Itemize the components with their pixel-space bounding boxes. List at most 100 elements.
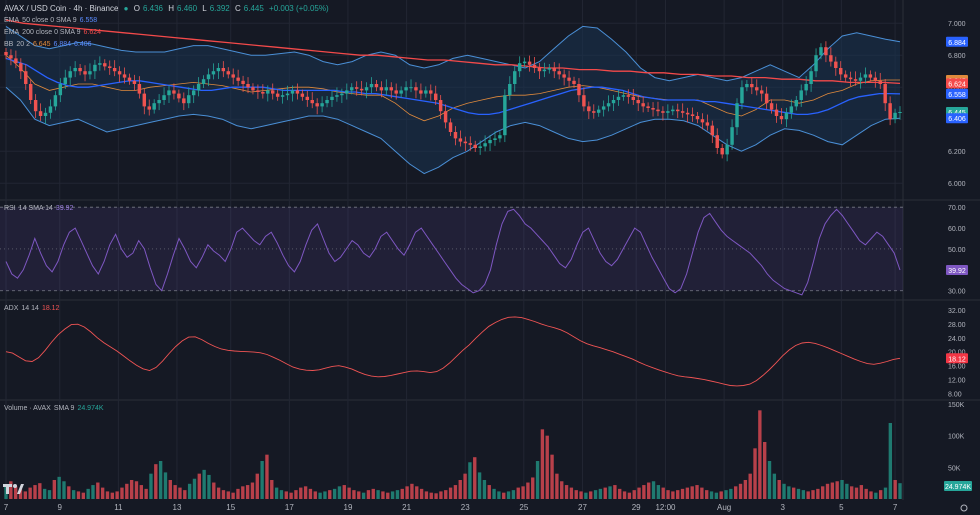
rsi-line <box>5 208 901 296</box>
volume-bar <box>178 487 182 499</box>
volume-bar <box>91 485 95 499</box>
candle-body <box>883 84 887 104</box>
volume-bar <box>415 486 419 499</box>
candle-body <box>676 109 680 112</box>
volume-bar <box>410 483 414 499</box>
candle-body <box>587 106 591 112</box>
ohlc-low: 6.392 <box>209 4 230 13</box>
candle-body <box>750 84 754 88</box>
volume-bar <box>700 487 704 499</box>
ema200-line <box>5 19 901 85</box>
volume-bar <box>680 488 685 499</box>
volume-bar <box>347 487 351 499</box>
volume-bar <box>888 423 893 499</box>
volume-bar <box>100 487 105 499</box>
volume-bar <box>738 483 743 499</box>
candle-body <box>819 47 823 56</box>
volume-bar <box>47 490 52 499</box>
candle-body <box>567 77 571 81</box>
candle-body <box>522 61 527 64</box>
price-tick-label: 6.800 <box>948 53 966 60</box>
candle-body <box>715 135 719 148</box>
ema200-legend[interactable]: EMA 200 close 0 SMA 9 6.624 <box>4 28 104 37</box>
candle-body <box>769 103 774 110</box>
candle-body <box>117 71 122 75</box>
bb-lower-value: 6.406 <box>74 41 92 48</box>
ohlc-open-label: O <box>133 4 140 13</box>
axes: 7 9 11 13 15 17 19 21 23 25 27 29 12:00 Aug 3 5 7 7.000 6.… <box>4 21 972 512</box>
volume-bar <box>656 485 661 499</box>
volume-bar <box>506 491 511 499</box>
symbol-title[interactable]: AVAX / USD Coin · 4h · Binance <box>4 4 119 13</box>
candle-body <box>478 146 482 148</box>
candle-body <box>310 100 314 104</box>
volume-badge-label: 24.974K <box>945 484 971 491</box>
volume-bar <box>149 473 153 499</box>
candle-body <box>493 138 497 140</box>
volume-bar <box>468 462 472 499</box>
candle-body <box>172 90 176 94</box>
volume-bar <box>859 485 864 499</box>
volume-bar <box>685 487 690 499</box>
adx-pane[interactable] <box>5 316 901 387</box>
volume-pane[interactable] <box>4 410 902 499</box>
candle-body <box>745 84 749 88</box>
candle-body <box>43 112 48 116</box>
ema50-legend[interactable]: EMA 50 close 0 SMA 9 6.558 <box>4 16 100 25</box>
candle-body <box>508 84 512 96</box>
settings-gear-icon[interactable] <box>960 504 968 512</box>
volume-bar <box>352 490 356 499</box>
rsi-pane[interactable] <box>0 206 903 296</box>
volume-name: Volume · AVAX <box>4 405 51 412</box>
candle-body <box>873 77 878 81</box>
rsi-legend[interactable]: RSI 14 SMA 14 39.92 <box>4 204 76 213</box>
volume-bar <box>245 485 250 499</box>
candle-body <box>517 63 522 72</box>
candle-body <box>261 92 265 94</box>
ema200-params: 200 close 0 SMA 9 <box>22 29 81 36</box>
volume-bar <box>284 491 288 499</box>
candle-body <box>848 77 853 80</box>
candle-body <box>542 69 547 72</box>
candle-body <box>804 84 808 91</box>
volume-bar <box>482 480 487 499</box>
volume-bar <box>96 482 100 499</box>
adx-legend[interactable]: ADX 14 14 18.12 <box>4 304 62 313</box>
candle-body <box>498 135 502 139</box>
time-tick-label: 23 <box>461 503 470 512</box>
adx-tick-label: 24.00 <box>948 336 966 343</box>
volume-legend[interactable]: Volume · AVAX SMA 9 24.974K <box>4 404 107 413</box>
candle-body <box>369 84 374 88</box>
volume-bar <box>260 461 264 499</box>
volume-bar <box>62 481 66 499</box>
candle-body <box>764 93 769 104</box>
candle-body <box>458 138 463 142</box>
time-tick-label: 27 <box>578 503 587 512</box>
candle-body <box>285 93 290 96</box>
candle-body <box>794 100 798 107</box>
volume-bar <box>676 490 680 499</box>
candle-body <box>532 64 537 68</box>
volume-bar <box>632 490 636 499</box>
volume-bar <box>825 483 830 499</box>
candle-body <box>167 90 171 96</box>
candle-body <box>409 87 413 89</box>
price-pane[interactable] <box>4 19 902 175</box>
volume-bar <box>173 485 177 499</box>
adx-line <box>5 316 901 387</box>
tradingview-logo-icon[interactable] <box>3 482 25 496</box>
candle-body <box>345 90 349 94</box>
candle-body <box>364 87 369 91</box>
volume-bar <box>154 464 158 499</box>
bb-legend[interactable]: BB 20 2 6.645 6.884 6.406 <box>4 40 95 49</box>
volume-bar <box>168 480 172 499</box>
candle-body <box>829 55 833 62</box>
volume-bar <box>419 488 424 499</box>
candle-body <box>122 74 127 78</box>
volume-bar <box>323 491 327 499</box>
candle-body <box>621 95 626 97</box>
volume-bar <box>308 488 313 499</box>
candle-body <box>720 148 724 155</box>
candle-body <box>735 103 739 128</box>
